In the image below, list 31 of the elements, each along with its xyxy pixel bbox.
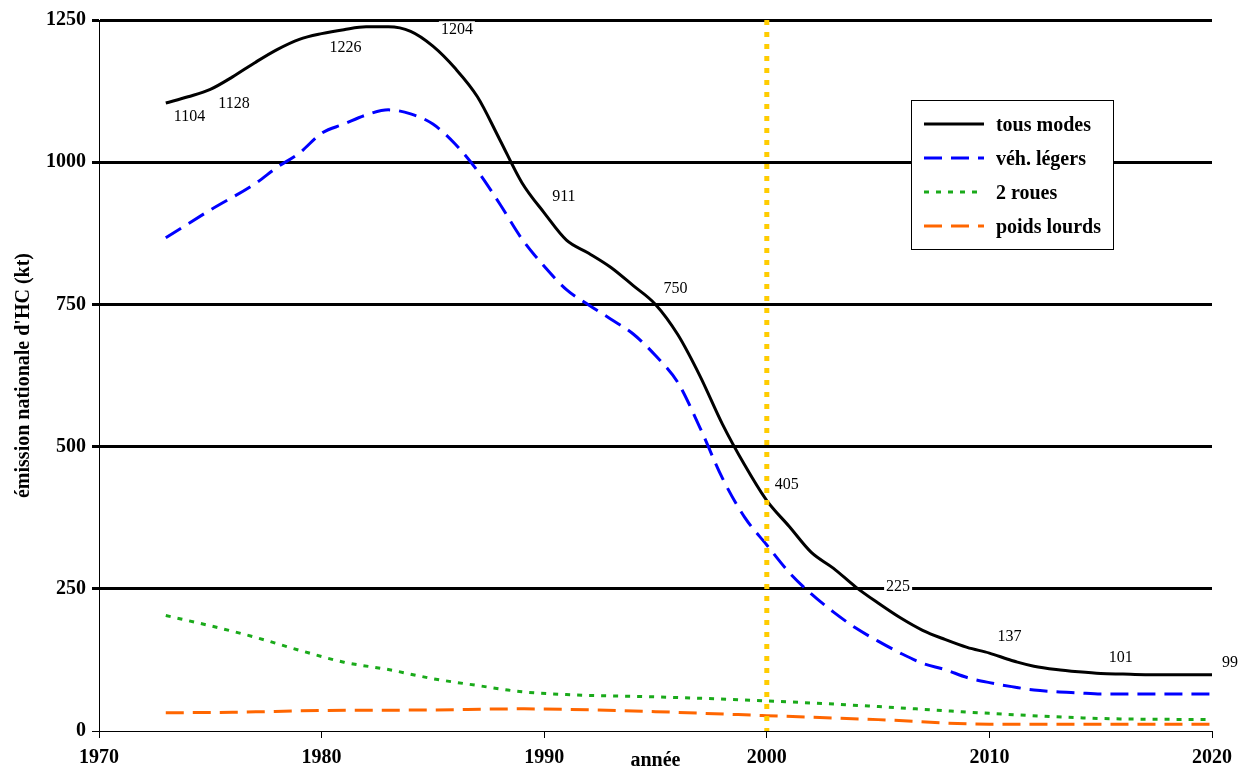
- data-label: 99: [1222, 652, 1238, 670]
- x-tick-label: 2000: [746, 745, 787, 768]
- data-label: 1104: [173, 107, 206, 125]
- x-tick-label: 2010: [969, 745, 1010, 768]
- data-label: 750: [663, 278, 688, 296]
- data-label: 137: [997, 627, 1022, 645]
- y-tick-label: 750: [56, 291, 86, 314]
- legend-label: 2 roues: [995, 180, 1058, 204]
- y-tick-label: 1250: [46, 7, 86, 30]
- x-tick-label: 1990: [524, 745, 565, 768]
- data-label: 1204: [440, 20, 473, 38]
- y-axis-title: émission nationale d'HC (kt): [11, 252, 35, 499]
- y-tick-label: 500: [56, 433, 86, 456]
- data-label: 1226: [329, 37, 362, 55]
- y-tick-label: 0: [76, 718, 86, 741]
- x-tick-label: 2020: [1192, 745, 1232, 768]
- x-tick-label: 1970: [79, 745, 119, 768]
- legend-label: véh. légers: [995, 146, 1086, 170]
- y-tick-label: 250: [56, 575, 86, 598]
- data-label: 405: [774, 474, 799, 492]
- data-label: 225: [886, 577, 911, 595]
- data-label: 1128: [218, 93, 250, 111]
- line-series: [164, 108, 1212, 696]
- y-tick-label: 1000: [46, 149, 86, 172]
- x-tick-label: 1980: [301, 745, 342, 768]
- legend-label: poids lourds: [995, 214, 1101, 238]
- x-axis-title: année: [630, 748, 681, 771]
- line-series: [164, 707, 1212, 726]
- legend-label: tous modes: [995, 112, 1091, 136]
- data-label: 911: [552, 187, 576, 205]
- data-label: 101: [1108, 647, 1133, 665]
